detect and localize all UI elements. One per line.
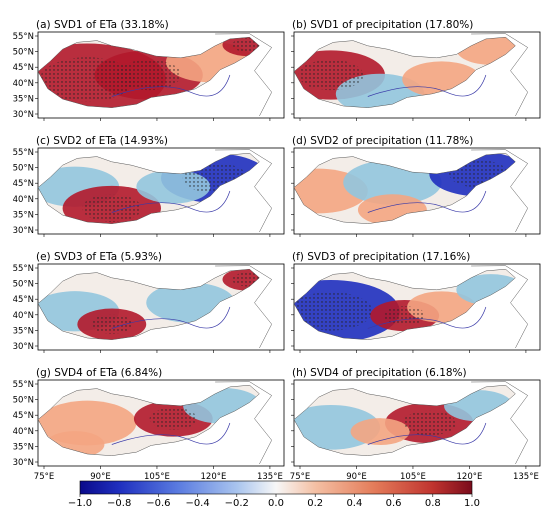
coastline <box>215 149 273 233</box>
lat-tick-label: 45°N <box>13 411 34 421</box>
region-boundary <box>37 268 260 340</box>
significance-stipple <box>149 407 197 430</box>
lat-tick-label: 55°N <box>13 264 34 274</box>
coastline <box>215 33 273 117</box>
significance-stipple <box>39 57 135 102</box>
basin-outline <box>111 422 231 445</box>
panel-title-f: (f) SVD3 of precipitation (17.16%) <box>292 251 470 263</box>
lat-tick-label: 45°N <box>13 63 34 73</box>
panel-title-d: (d) SVD2 of precipitation (11.78%) <box>292 135 473 147</box>
lat-tick-label: 45°N <box>13 295 34 305</box>
basin-outline <box>367 74 487 97</box>
colorbar-tick-label: −1.0 <box>68 498 92 508</box>
significance-stipple <box>402 410 456 436</box>
coastline <box>471 381 529 465</box>
region-boundary <box>37 152 260 224</box>
colorbar-tick-label: 0.4 <box>346 498 362 508</box>
significance-stipple <box>116 59 182 91</box>
panel-title-h: (h) SVD4 of precipitation (6.18%) <box>292 367 467 379</box>
lat-tick-label: 35°N <box>13 326 34 336</box>
panel-title-b: (b) SVD1 of precipitation (17.80%) <box>292 19 473 31</box>
panel-title-a: (a) SVD1 of ETa (33.18%) <box>36 19 169 31</box>
lat-tick-label: 30°N <box>13 458 34 468</box>
lon-tick-label: 90°E <box>90 472 110 482</box>
panel-h: (h) SVD4 of precipitation (6.18%) 75°E 90°… <box>290 367 541 482</box>
lat-tick-label: 55°N <box>13 148 34 158</box>
significance-stipple <box>298 59 364 91</box>
region-boundary <box>293 36 516 108</box>
colorbar-tick-label: 0.0 <box>268 498 284 508</box>
lon-tick-label: 75°E <box>34 472 54 482</box>
colorbar-tick-label: 0.6 <box>386 498 402 508</box>
panel-g: (g) SVD4 of ETa (6.84%)55°N 50°N 45°N 40°N 3… <box>13 367 285 482</box>
coastline <box>471 265 529 349</box>
lat-tick-label: 35°N <box>13 94 34 104</box>
colorbar-tick-label: −0.8 <box>107 498 131 508</box>
lon-tick-label: 135°E <box>257 472 283 482</box>
lat-tick-label: 50°N <box>13 396 34 406</box>
panel-e: (e) SVD3 of ETa (5.93%)55°N 50°N 45°N 40°N 3… <box>13 251 285 353</box>
lon-tick-label: 120°E <box>457 472 483 482</box>
panel-f: (f) SVD3 of precipitation (17.16%) <box>291 251 541 353</box>
lon-tick-label: 75°E <box>290 472 310 482</box>
lat-tick-label: 50°N <box>13 280 34 290</box>
lon-tick-label: 135°E <box>513 472 539 482</box>
significance-stipple <box>91 314 133 334</box>
lat-tick-label: 40°N <box>13 195 34 205</box>
lat-tick-label: 35°N <box>13 210 34 220</box>
basin-outline <box>367 190 487 213</box>
region-boundary <box>293 152 516 224</box>
basin-outline <box>367 306 487 329</box>
lat-tick-label: 40°N <box>13 427 34 437</box>
lat-tick-label: 30°N <box>13 110 34 120</box>
lat-tick-label: 50°N <box>13 164 34 174</box>
colorbar: −1.0 −0.8 −0.6 −0.4 −0.2 0.0 0.2 0.4 0.6 0.8 1.0 <box>68 480 480 508</box>
lat-tick-label: 55°N <box>13 380 34 390</box>
colorbar-tick-label: −0.2 <box>225 498 249 508</box>
region-boundary <box>37 36 260 108</box>
colorbar-gradient <box>79 480 473 495</box>
lat-tick-label: 55°N <box>13 32 34 42</box>
colorbar-tick-label: 0.8 <box>425 498 441 508</box>
lat-tick-label: 45°N <box>13 179 34 189</box>
panel-title-g: (g) SVD4 of ETa (6.84%) <box>36 367 162 379</box>
lat-tick-label: 50°N <box>13 48 34 58</box>
panel-a: (a) SVD1 of ETa (33.18%)55°N 50°N 45°N 40°N… <box>13 19 285 121</box>
significance-stipple <box>82 194 142 222</box>
field-blob <box>294 168 368 214</box>
lat-tick-label: 35°N <box>13 442 34 452</box>
coastline <box>471 33 529 117</box>
significance-stipple <box>294 292 373 331</box>
colorbar-tick-label: −0.6 <box>146 498 170 508</box>
lon-tick-label: 120°E <box>201 472 227 482</box>
lon-tick-label: 105°E <box>400 472 426 482</box>
basin-outline <box>367 422 487 445</box>
panel-title-c: (c) SVD2 of ETa (14.93%) <box>36 135 168 147</box>
significance-stipple <box>384 305 426 326</box>
lon-tick-label: 105°E <box>144 472 170 482</box>
panel-d: (d) SVD2 of precipitation (11.78%) <box>291 135 541 237</box>
colorbar-tick-label: −0.4 <box>185 498 209 508</box>
lat-tick-label: 40°N <box>13 79 34 89</box>
coastline <box>215 381 273 465</box>
lat-tick-label: 30°N <box>13 226 34 236</box>
coastline <box>215 265 273 349</box>
region-boundary <box>37 384 260 456</box>
lat-tick-label: 30°N <box>13 342 34 352</box>
basin-outline <box>111 306 231 329</box>
panel-c: (c) SVD2 of ETa (14.93%)55°N 50°N 45°N 40°N… <box>13 135 285 237</box>
field-blob <box>350 418 410 446</box>
lat-tick-label: 40°N <box>13 311 34 321</box>
region-boundary <box>293 384 516 456</box>
region-boundary <box>293 268 516 340</box>
panel-title-e: (e) SVD3 of ETa (5.93%) <box>36 251 162 263</box>
basin-outline <box>111 190 231 213</box>
lon-tick-label: 90°E <box>346 472 366 482</box>
coastline <box>471 149 529 233</box>
basin-outline <box>111 74 231 97</box>
panel-b: (b) SVD1 of precipitation (17.80%) <box>291 19 541 121</box>
colorbar-tick-label: 0.2 <box>307 498 323 508</box>
colorbar-tick-label: 1.0 <box>464 498 480 508</box>
